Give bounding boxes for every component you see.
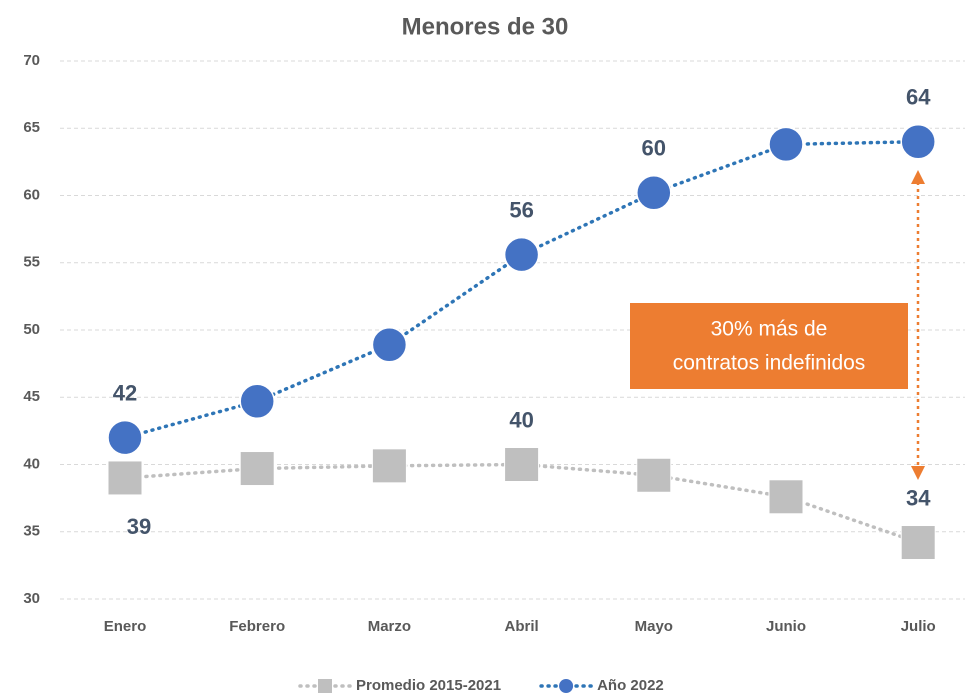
annotation-text: 30% más de xyxy=(711,318,828,341)
marker xyxy=(371,448,407,484)
arrow-head xyxy=(911,170,925,184)
marker xyxy=(503,236,540,273)
arrow-head xyxy=(911,466,925,480)
marker xyxy=(239,451,275,487)
x-tick-label: Marzo xyxy=(368,618,411,635)
y-tick-label: 45 xyxy=(23,388,40,405)
marker xyxy=(107,460,143,496)
legend-marker xyxy=(318,679,332,693)
marker xyxy=(636,175,672,211)
y-tick-label: 70 xyxy=(23,52,40,69)
marker xyxy=(900,525,936,561)
data-label: 42 xyxy=(113,380,137,405)
annotation-text: contratos indefinidos xyxy=(673,352,866,375)
x-tick-label: Julio xyxy=(901,618,936,635)
y-tick-label: 40 xyxy=(23,455,40,472)
marker xyxy=(239,383,275,420)
y-tick-label: 55 xyxy=(23,254,40,271)
chart-title: Menores de 30 xyxy=(402,13,569,40)
marker xyxy=(107,419,143,456)
legend-label: Año 2022 xyxy=(597,677,664,694)
y-tick-label: 30 xyxy=(23,590,40,607)
data-label: 64 xyxy=(906,85,931,110)
marker xyxy=(504,447,540,482)
y-tick-label: 50 xyxy=(23,321,40,338)
legend-marker xyxy=(559,679,574,693)
plot: 30 35 40 45 50 55 60 65 70 Enero Febrero Marzo Abril… xyxy=(23,52,965,694)
y-tick-label: 65 xyxy=(23,119,40,136)
annotation-box xyxy=(630,303,908,389)
marker xyxy=(768,479,804,515)
data-label: 40 xyxy=(509,407,533,432)
y-tick-label: 35 xyxy=(23,523,40,540)
x-tick-label: Junio xyxy=(766,618,806,635)
x-tick-label: Febrero xyxy=(229,618,285,635)
y-tick-label: 60 xyxy=(23,186,40,203)
x-tick-label: Abril xyxy=(505,618,539,635)
marker xyxy=(900,123,936,160)
legend-label: Promedio 2015-2021 xyxy=(356,677,501,694)
x-tick-label: Mayo xyxy=(635,618,673,635)
data-label: 34 xyxy=(906,485,931,510)
marker xyxy=(768,126,804,163)
data-label: 60 xyxy=(642,136,666,161)
marker xyxy=(371,327,408,363)
marker xyxy=(636,457,672,493)
x-tick-label: Enero xyxy=(104,618,147,635)
data-label: 39 xyxy=(127,514,151,539)
data-label: 56 xyxy=(509,197,533,222)
